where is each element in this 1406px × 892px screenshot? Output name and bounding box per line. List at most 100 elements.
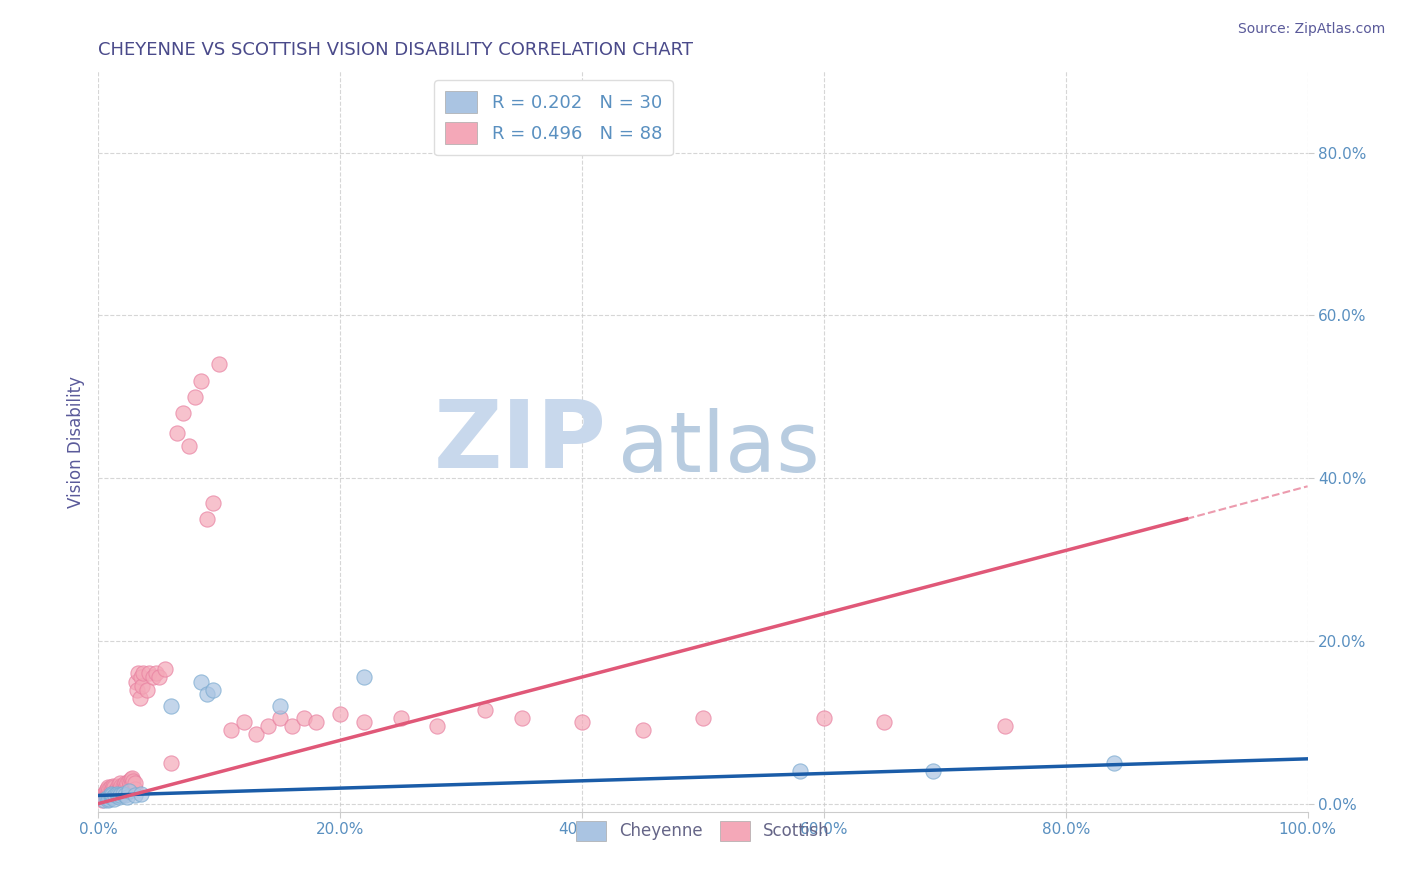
Point [118,773,141,788]
Point [121,776,143,790]
Point [94,789,117,803]
Point [145,666,167,681]
Point [118,780,141,795]
Point [93,792,115,806]
Point [127,682,149,697]
Point [195,512,218,526]
Point [105,781,128,796]
Point [98,787,121,801]
Point [789,764,811,778]
Point [100,780,122,795]
Legend: Cheyenne, Scottish: Cheyenne, Scottish [569,814,837,847]
Point [114,781,136,796]
Point [128,690,150,705]
Point [269,698,291,713]
Point [329,707,352,722]
Point [208,357,231,371]
Text: ZIP: ZIP [433,395,606,488]
Point [112,780,135,795]
Point [1102,756,1125,770]
Point [100,789,122,803]
Point [124,781,146,796]
Point [93,790,115,805]
Point [122,773,145,788]
Point [91,789,114,803]
Point [142,671,165,685]
Point [127,666,149,681]
Point [172,406,194,420]
Point [107,779,129,793]
Point [190,374,212,388]
Point [305,715,328,730]
Text: Source: ZipAtlas.com: Source: ZipAtlas.com [1237,22,1385,37]
Point [96,781,118,796]
Point [100,789,122,803]
Point [101,779,124,793]
Point [118,784,141,798]
Point [190,674,212,689]
Point [117,776,139,790]
Point [100,789,122,803]
Point [132,666,155,681]
Point [108,776,131,790]
Point [104,789,127,803]
Y-axis label: Vision Disability: Vision Disability [66,376,84,508]
Point [232,715,254,730]
Point [104,783,127,797]
Point [103,780,125,795]
Point [100,787,122,801]
Point [160,698,183,713]
Point [105,787,128,801]
Point [166,426,188,441]
Point [202,682,225,697]
Point [107,789,129,803]
Point [108,790,131,805]
Point [631,723,654,738]
Point [107,783,129,797]
Point [179,439,201,453]
Point [813,711,835,725]
Point [100,790,122,805]
Point [91,792,114,806]
Point [292,711,315,725]
Point [117,790,139,805]
Point [692,711,714,725]
Point [111,784,134,798]
Point [100,781,122,796]
Point [256,719,278,733]
Point [101,790,124,805]
Point [195,687,218,701]
Point [510,711,533,725]
Point [110,779,132,793]
Point [184,390,207,404]
Point [98,791,121,805]
Point [115,779,138,793]
Point [129,787,152,801]
Point [269,711,291,725]
Point [111,787,134,801]
Point [96,787,118,801]
Point [994,719,1017,733]
Point [921,764,943,778]
Point [124,776,146,790]
Point [389,711,412,725]
Point [202,495,225,509]
Point [474,703,496,717]
Point [125,674,148,689]
Point [93,787,115,801]
Point [97,789,120,803]
Point [353,671,375,685]
Text: CHEYENNE VS SCOTTISH VISION DISABILITY CORRELATION CHART: CHEYENNE VS SCOTTISH VISION DISABILITY C… [98,41,693,59]
Point [135,682,157,697]
Point [101,784,124,798]
Point [100,784,122,798]
Point [148,671,170,685]
Point [120,772,142,787]
Point [353,715,375,730]
Point [124,789,146,803]
Point [245,727,267,741]
Point [138,666,160,681]
Point [118,776,141,790]
Point [873,715,896,730]
Point [121,771,143,785]
